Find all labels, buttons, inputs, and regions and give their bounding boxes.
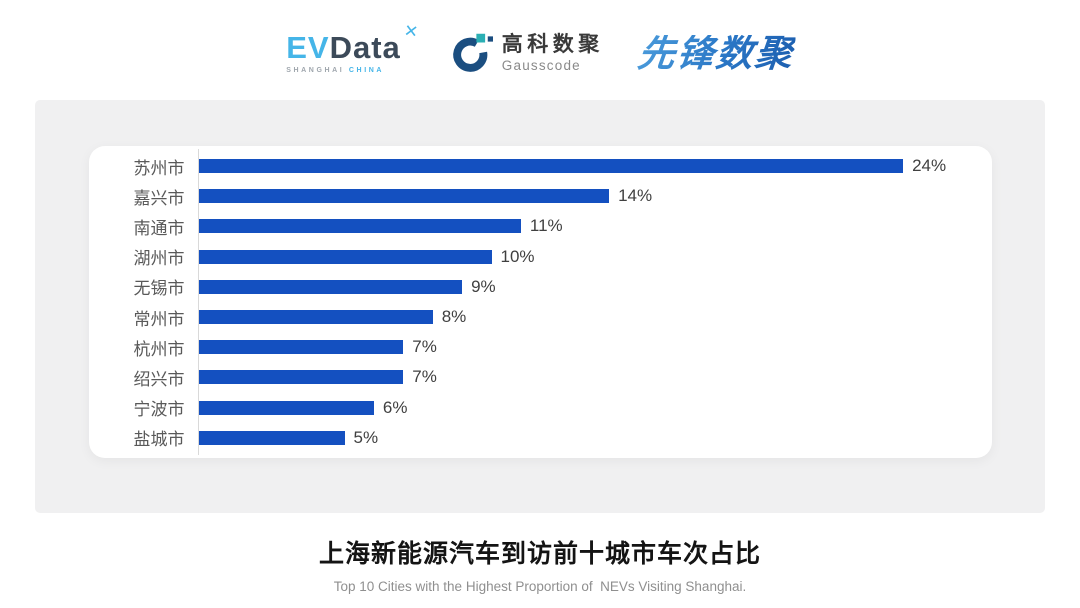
value-label: 9% xyxy=(471,276,496,296)
chart-card: 苏州市 24% 嘉兴市 14% 南通市 11% 湖州市 10% 无锡市 9% 常州市 8% 杭州市 7% 绍… xyxy=(88,146,992,458)
bar-row: 无锡市 9% xyxy=(89,272,992,302)
category-label: 嘉兴市 xyxy=(133,188,185,208)
category-label: 绍兴市 xyxy=(133,369,185,389)
bar-track: 14% xyxy=(197,181,992,211)
bar xyxy=(197,249,492,264)
bar-track: 6% xyxy=(197,393,992,423)
bar xyxy=(197,159,904,174)
evdata-wordmark: EVData ✕ xyxy=(286,21,420,65)
bar-row: 宁波市 6% xyxy=(89,393,992,423)
evdata-data-text: Data xyxy=(329,30,401,65)
category-label: 盐城市 xyxy=(133,430,185,450)
bar-rows: 苏州市 24% 嘉兴市 14% 南通市 11% 湖州市 10% 无锡市 9% 常州市 8% 杭州市 7% 绍… xyxy=(89,149,992,455)
gausscode-en-text: Gausscode xyxy=(501,57,581,73)
evdata-subtext: SHANGHAI CHINA xyxy=(286,67,417,74)
chart-subtitle: Top 10 Cities with the Highest Proportio… xyxy=(333,579,747,594)
evdata-sparkle-icon: ✕ xyxy=(402,21,421,42)
gausscode-g-icon xyxy=(453,33,493,72)
value-label: 7% xyxy=(412,367,437,387)
bar xyxy=(197,370,404,385)
category-label: 湖州市 xyxy=(133,249,185,269)
bar-track: 10% xyxy=(197,242,992,272)
bar xyxy=(197,400,374,415)
category-label: 常州市 xyxy=(133,309,185,329)
bar-row: 苏州市 24% xyxy=(89,151,992,181)
evdata-shanghai-text: SHANGHAI xyxy=(286,67,345,74)
bar-row: 杭州市 7% xyxy=(89,332,992,362)
bar-track: 11% xyxy=(197,211,992,241)
value-label: 24% xyxy=(912,156,947,176)
value-label: 10% xyxy=(500,246,535,266)
value-label: 8% xyxy=(441,307,467,327)
bar xyxy=(197,310,433,325)
gausscode-wordmark: 高科数聚 Gausscode xyxy=(502,33,604,72)
bar-track: 5% xyxy=(197,423,992,453)
category-label: 无锡市 xyxy=(133,279,185,299)
evdata-ev-text: EV xyxy=(286,30,330,65)
value-label: 6% xyxy=(382,397,408,417)
bar xyxy=(197,219,521,234)
bar-row: 盐城市 5% xyxy=(89,423,992,453)
bar xyxy=(197,430,345,445)
bar-row: 绍兴市 7% xyxy=(89,362,992,392)
gausscode-cn-text: 高科数聚 xyxy=(501,33,604,57)
evdata-china-text: CHINA xyxy=(348,67,385,74)
category-label: 宁波市 xyxy=(133,400,185,420)
bar-row: 常州市 8% xyxy=(89,302,992,332)
bar-track: 7% xyxy=(197,362,992,392)
category-label: 南通市 xyxy=(133,218,185,238)
bar-track: 7% xyxy=(197,332,992,362)
value-label: 5% xyxy=(353,427,379,447)
header-logos: EVData ✕ SHANGHAI CHINA 高科数聚 Gausscode 先… xyxy=(0,0,1080,100)
bar xyxy=(197,189,610,204)
pioneer-data-logo: 先锋数聚 xyxy=(635,32,796,74)
value-label: 14% xyxy=(618,186,653,206)
bar xyxy=(197,340,404,355)
bar-track: 8% xyxy=(197,302,992,332)
gausscode-logo: 高科数聚 Gausscode xyxy=(451,31,604,75)
bar-track: 9% xyxy=(197,272,992,302)
chart-panel: 苏州市 24% 嘉兴市 14% 南通市 11% 湖州市 10% 无锡市 9% 常州市 8% 杭州市 7% 绍… xyxy=(35,100,1045,513)
bar-row: 嘉兴市 14% xyxy=(89,181,992,211)
chart-title: 上海新能源汽车到访前十城市车次占比 xyxy=(318,540,761,568)
category-label: 苏州市 xyxy=(133,158,185,178)
value-label: 11% xyxy=(529,216,563,236)
evdata-logo: EVData ✕ SHANGHAI CHINA xyxy=(286,21,420,74)
bar xyxy=(197,279,463,294)
bar-track: 24% xyxy=(197,151,992,181)
category-label: 杭州市 xyxy=(133,339,185,359)
value-label: 7% xyxy=(412,337,437,357)
bar-row: 南通市 11% xyxy=(89,211,992,241)
chart-caption: 上海新能源汽车到访前十城市车次占比 Top 10 Cities with the… xyxy=(0,534,1080,594)
bar-row: 湖州市 10% xyxy=(89,242,992,272)
